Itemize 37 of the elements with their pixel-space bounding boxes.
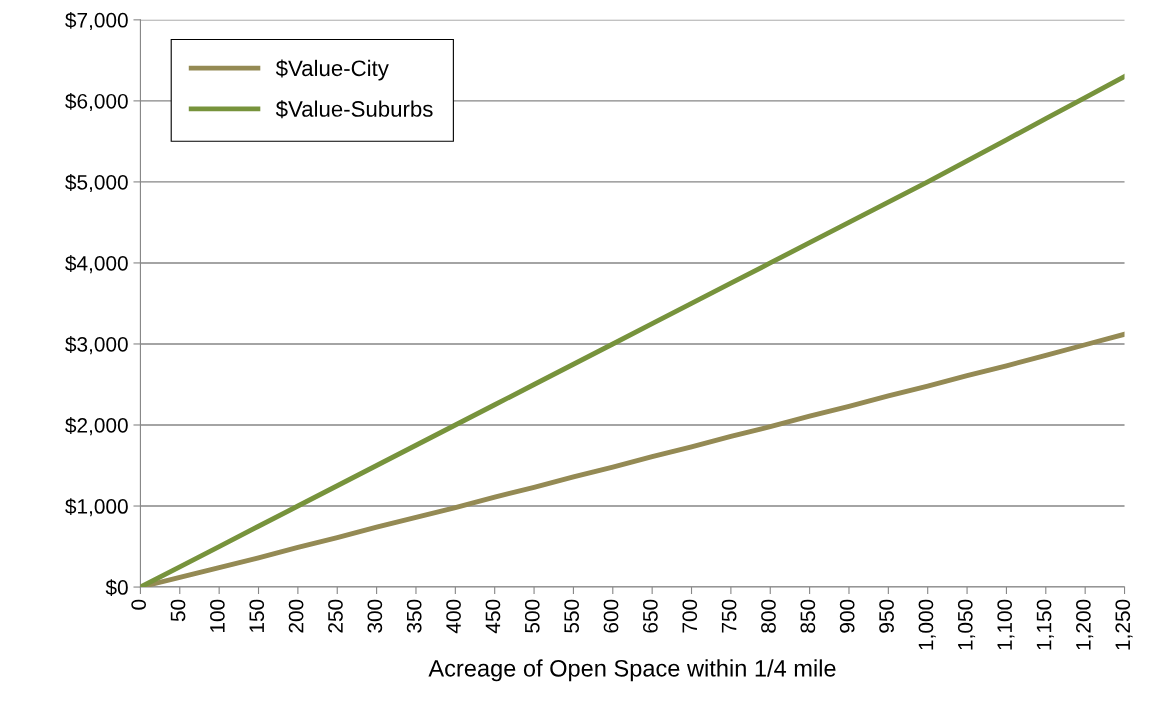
x-tick-label: 300	[367, 599, 383, 633]
y-tick-label: $6,000	[65, 93, 128, 112]
x-tick-label: 750	[721, 599, 737, 633]
x-tick-label: 1,150	[1036, 599, 1054, 650]
x-tick-label: 250	[328, 599, 343, 633]
y-tick-label: $7,000	[65, 11, 128, 31]
x-tick-label: 450	[485, 599, 501, 634]
y-tick-label: $0	[105, 579, 128, 597]
x-tick-label: 50	[170, 599, 186, 622]
y-tick-label: $5,000	[65, 174, 128, 193]
legend-label: $Value-City	[275, 59, 389, 81]
legend-label: $Value-Suburbs	[275, 100, 433, 119]
x-tick-label: 900	[839, 599, 855, 633]
x-tick-label: 600	[603, 599, 619, 633]
x-tick-label: 200	[288, 599, 304, 633]
x-tick-label: 800	[761, 599, 776, 633]
x-tick-label: 350	[406, 599, 422, 633]
x-tick-label: 0	[131, 599, 147, 610]
x-axis-title: Acreage of Open Space within 1/4 mile	[428, 659, 836, 682]
x-tick-label: 500	[524, 599, 540, 633]
y-tick-label: $3,000	[65, 336, 128, 355]
x-tick-label: 1,250	[1115, 599, 1133, 650]
y-tick-label: $4,000	[65, 255, 128, 274]
x-tick-label: 150	[249, 599, 265, 633]
x-tick-label: 700	[682, 599, 698, 633]
y-tick-label: $1,000	[65, 498, 128, 517]
x-tick-label: 100	[209, 599, 225, 633]
x-tick-label: 950	[879, 599, 894, 633]
y-tick-label: $2,000	[65, 417, 128, 436]
x-tick-label: 1,100	[997, 599, 1015, 650]
x-tick-label: 400	[446, 599, 461, 634]
x-tick-label: 550	[564, 599, 580, 633]
x-tick-label: 1,200	[1076, 599, 1094, 650]
x-tick-label: 650	[643, 599, 658, 633]
x-tick-label: 1,050	[957, 599, 976, 650]
x-tick-label: 850	[800, 599, 816, 633]
x-tick-label: 1,000	[918, 599, 936, 650]
